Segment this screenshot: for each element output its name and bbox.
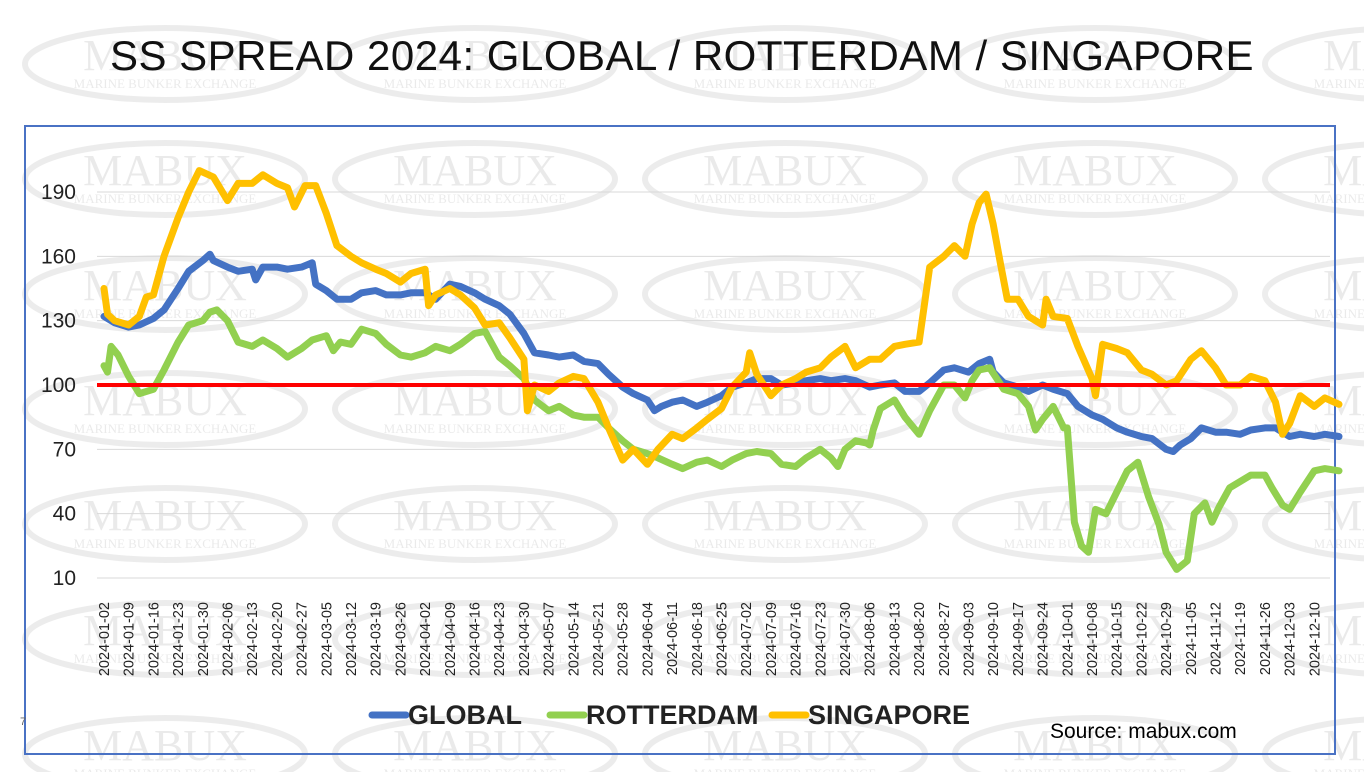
y-tick-label: 160 [41,245,76,268]
x-tick-label: 2024-05-07 [542,602,558,676]
x-tick-label: 2024-04-09 [443,602,459,676]
source-caption: Source: mabux.com [1050,720,1237,743]
page-title: SS SPREAD 2024: GLOBAL / ROTTERDAM / SIN… [109,32,1255,79]
x-tick-label: 2024-06-25 [715,602,731,676]
x-tick-label: 2024-07-02 [739,602,755,676]
x-tick-label: 2024-06-11 [665,602,681,675]
legend-label: SINGAPORE [808,700,970,730]
x-tick-label: 2024-02-20 [270,602,286,676]
x-tick-label: 2024-10-22 [1134,602,1150,676]
legend-item-global: GLOBAL [368,700,522,730]
x-tick-label: 2024-08-06 [863,602,879,676]
x-tick-label: 2024-08-27 [937,602,953,676]
legend-item-singapore: SINGAPORE [768,700,970,730]
x-tick-label: 2024-01-02 [97,602,113,676]
y-axis-ticks: 10 40 70 100 130 160 190 [41,181,76,590]
x-tick-label: 2024-05-21 [591,602,607,676]
x-tick-label: 2024-09-03 [962,602,978,676]
x-tick-label: 2024-03-26 [393,602,409,676]
x-tick-label: 2024-07-30 [838,602,854,676]
x-tick-label: 2024-04-16 [468,602,484,676]
y-tick-label: 130 [41,310,76,333]
x-tick-label: 2024-09-24 [1036,602,1052,676]
x-tick-label: 2024-03-05 [319,602,335,676]
y-tick-label: 40 [53,503,76,526]
x-tick-label: 2024-06-18 [690,602,706,676]
x-tick-label: 2024-11-26 [1258,602,1274,675]
y-tick-label: 70 [53,438,76,461]
series-line-rotterdam [100,306,1343,573]
x-tick-label: 2024-10-08 [1085,602,1101,676]
x-tick-label: 2024-01-23 [171,602,187,676]
legend-item-rotterdam: ROTTERDAM [546,700,758,730]
x-tick-label: 2024-11-12 [1209,602,1225,675]
x-tick-label: 2024-04-23 [492,602,508,676]
x-tick-label: 2024-08-20 [912,602,928,676]
x-tick-label: 2024-02-06 [221,602,237,676]
legend: GLOBAL ROTTERDAM SINGAPORE [368,700,970,730]
series-line-global [100,250,1343,455]
y-tick-label: 10 [53,567,76,590]
x-tick-label: 2024-01-30 [196,602,212,676]
x-tick-label: 2024-02-13 [245,602,261,676]
x-tick-label: 2024-05-28 [616,602,632,676]
x-tick-label: 2024-04-02 [418,602,434,676]
series-line-singapore [100,167,1343,468]
x-tick-label: 2024-05-14 [566,602,582,676]
x-tick-label: 2024-10-01 [1060,602,1076,676]
x-tick-label: 2024-01-09 [122,602,138,676]
legend-label: GLOBAL [408,700,522,730]
x-tick-label: 2024-07-16 [789,602,805,676]
x-tick-label: 2024-03-12 [344,602,360,676]
x-tick-label: 2024-04-30 [517,602,533,676]
x-tick-label: 2024-01-16 [146,602,162,676]
y-tick-label: 100 [41,374,76,397]
corner-mark: 7 [20,716,27,728]
series-lines [100,167,1343,573]
x-tick-label: 2024-06-04 [640,602,656,676]
x-tick-label: 2024-11-05 [1184,602,1200,675]
x-tick-label: 2024-11-19 [1233,602,1249,675]
x-axis-ticks: 2024-01-02 2024-01-09 2024-01-16 2024-01-23… [97,602,1323,676]
x-tick-label: 2024-02-27 [295,602,311,676]
x-tick-label: 2024-12-03 [1283,602,1299,676]
x-tick-label: 2024-09-17 [1011,602,1027,676]
legend-label: ROTTERDAM [586,700,758,730]
x-tick-label: 2024-10-15 [1110,602,1126,676]
x-tick-label: 2024-10-29 [1159,602,1175,676]
x-tick-label: 2024-07-09 [764,602,780,676]
chart-frame [24,125,1336,755]
x-tick-label: 2024-09-10 [986,602,1002,676]
x-tick-label: 2024-03-19 [369,602,385,676]
y-tick-label: 190 [41,181,76,204]
x-tick-label: 2024-07-23 [813,602,829,676]
x-tick-label: 2024-12-10 [1307,602,1323,676]
x-tick-label: 2024-08-13 [887,602,903,676]
